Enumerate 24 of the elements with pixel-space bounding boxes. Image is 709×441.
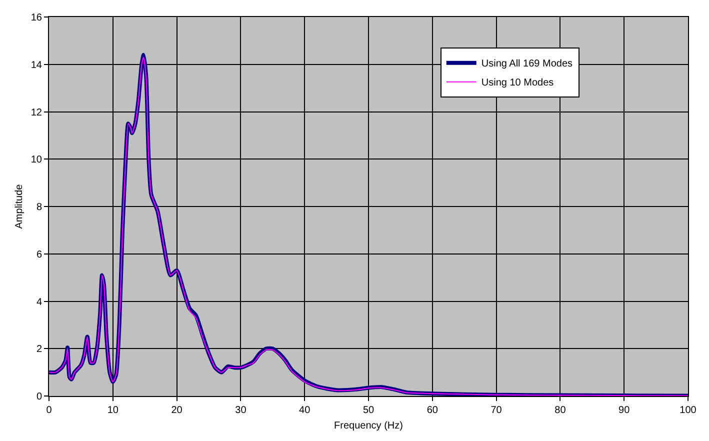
x-axis-title: Frequency (Hz)	[334, 420, 403, 432]
x-tick-label: 60	[426, 405, 438, 416]
y-tick-label: 4	[36, 296, 42, 308]
x-tick-label: 50	[362, 405, 374, 416]
y-tick-label: 14	[30, 60, 42, 71]
x-tick-label: 30	[235, 405, 247, 416]
x-tick-label: 100	[680, 405, 697, 416]
x-tick-label: 10	[107, 405, 119, 416]
y-tick-label: 8	[36, 202, 42, 213]
x-tick-label: 0	[46, 405, 52, 416]
y-tick-label: 10	[30, 154, 42, 166]
legend-label: Using 10 Modes	[481, 78, 554, 89]
y-tick-label: 12	[30, 107, 42, 118]
y-axis-title: Amplitude	[14, 184, 25, 229]
x-tick-label: 80	[554, 405, 566, 416]
y-tick-label: 16	[30, 12, 42, 24]
x-tick-label: 20	[171, 405, 183, 416]
y-tick-label: 6	[36, 249, 42, 260]
y-tick-label: 2	[36, 344, 42, 356]
x-tick-label: 90	[618, 405, 630, 416]
y-tick-label: 0	[36, 392, 42, 402]
legend-label: Using All 169 Modes	[481, 58, 573, 70]
x-tick-label: 70	[490, 405, 502, 416]
x-tick-label: 40	[299, 405, 311, 416]
